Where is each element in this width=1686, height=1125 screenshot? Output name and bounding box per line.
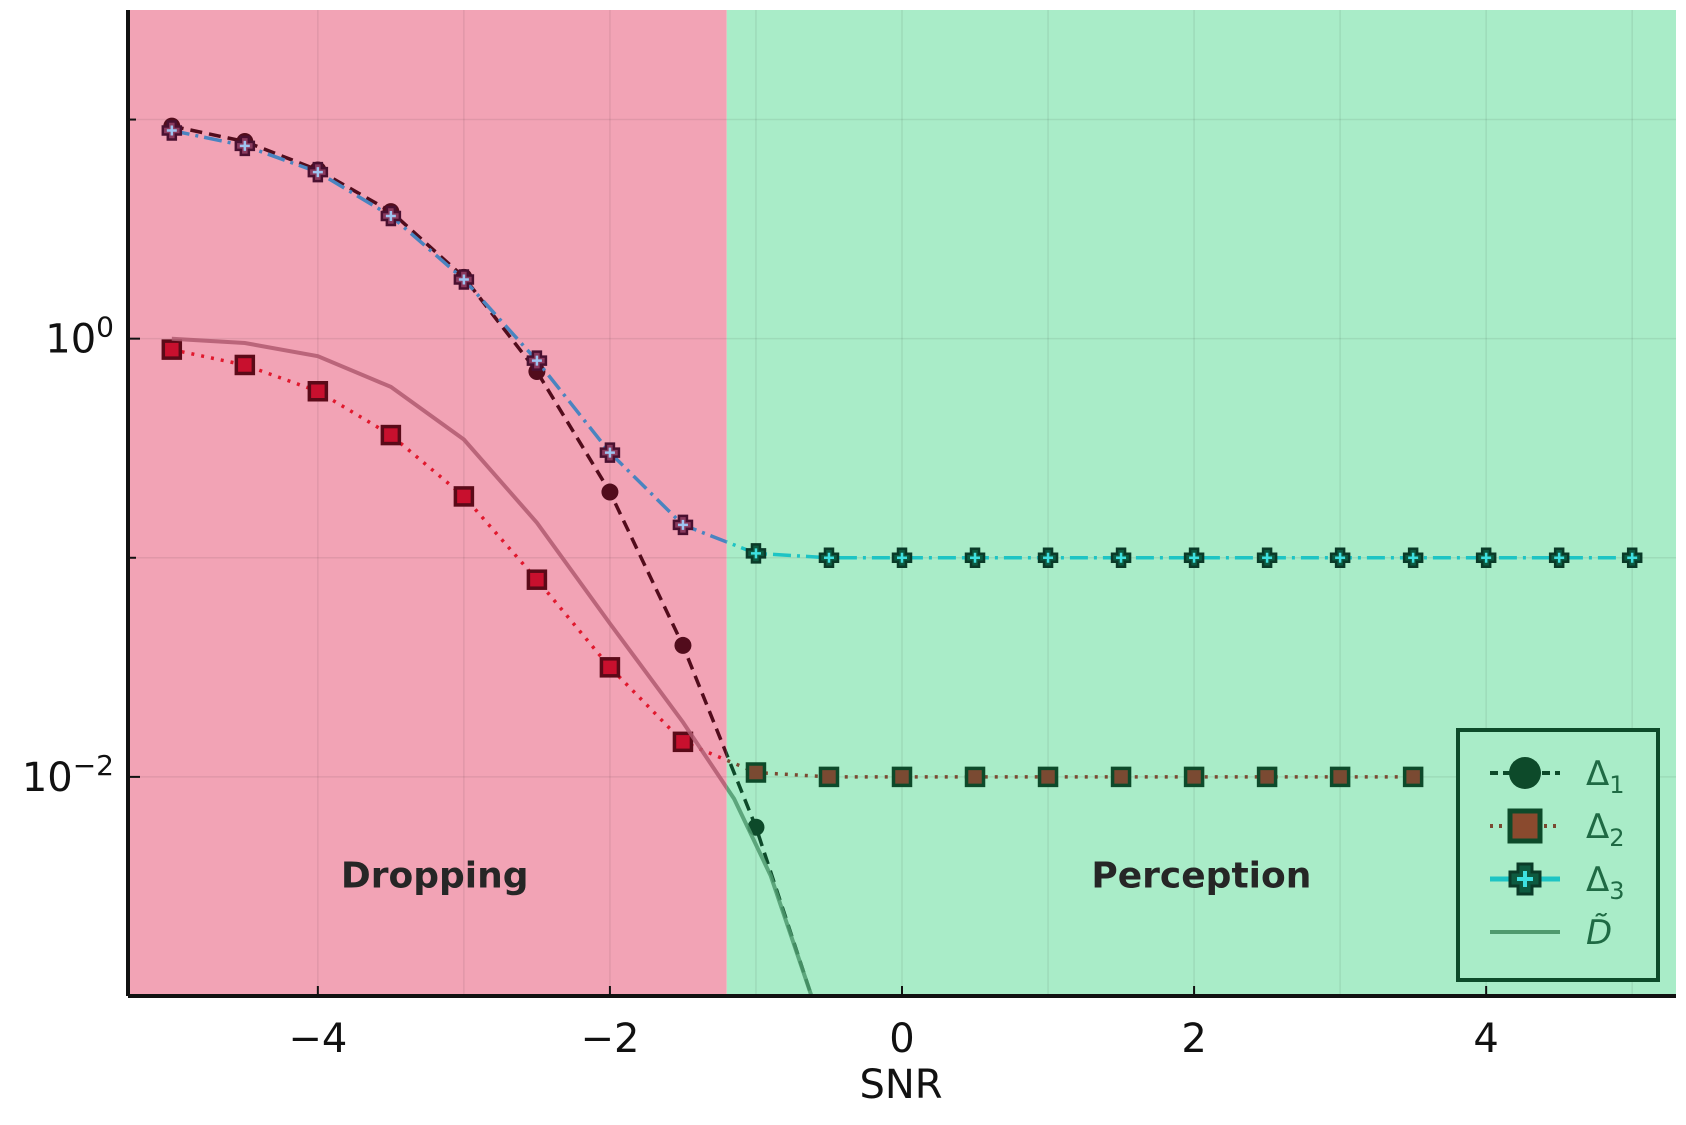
marker-delta3-inner [604, 447, 615, 458]
legend-marker-circle [1509, 757, 1541, 789]
tick-labels: −4 −2 0 2 4 100 10−2 [22, 118, 1499, 1062]
marker-delta2 [526, 569, 548, 590]
y-tick-label: 10−2 [22, 749, 114, 801]
x-tick-label: 2 [1181, 1016, 1206, 1062]
marker-delta2 [1037, 766, 1059, 788]
marker-delta3-inner [1408, 552, 1419, 563]
marker-delta3-inner [166, 125, 177, 136]
marker-delta3-inner [1189, 552, 1200, 563]
legend-marker-square [1507, 808, 1543, 844]
marker-delta3-inner [385, 210, 396, 221]
marker-delta3-inner [1043, 552, 1054, 563]
marker-delta3-inner [239, 140, 250, 151]
series-line-4 [726, 784, 814, 996]
marker-delta3-inner [823, 552, 834, 563]
background-regions [128, 10, 1676, 996]
marker-delta2 [964, 766, 986, 788]
marker-delta2 [307, 381, 329, 402]
legend-label-1: Δ1 [1586, 754, 1625, 799]
marker-delta3-inner [531, 355, 542, 366]
marker-delta1 [674, 636, 692, 654]
legend-marker-cross-inner [1517, 871, 1533, 887]
series-line-3 [171, 128, 727, 544]
marker-delta2 [672, 731, 694, 753]
marker-delta3-inner [458, 274, 469, 285]
marker-delta3-inner [312, 167, 323, 178]
x-tick-label: 4 [1473, 1016, 1498, 1062]
series-line-4 [171, 336, 727, 792]
legend-label-2: Δ2 [1586, 807, 1625, 852]
region-label-perception: Perception [1091, 855, 1311, 896]
marker-delta3-inner [677, 519, 688, 530]
region-dropping [128, 10, 727, 996]
marker-delta2 [161, 339, 183, 360]
marker-delta2 [891, 766, 913, 788]
marker-delta3-inner [1627, 552, 1638, 563]
x-tick-label: 0 [889, 1016, 914, 1062]
legend: Δ1 Δ2 Δ3 D̃ [1456, 728, 1660, 982]
marker-delta2 [818, 766, 840, 788]
x-tick-label: −2 [580, 1016, 639, 1062]
marker-delta1 [601, 483, 619, 501]
marker-delta3-inner [897, 552, 907, 563]
marker-delta3-inner [1116, 552, 1127, 563]
marker-delta2 [1329, 766, 1351, 788]
legend-label-3: Δ3 [1586, 860, 1625, 905]
x-tick-label: −4 [288, 1016, 347, 1062]
marker-delta3-inner [1554, 552, 1565, 563]
grid-lines [128, 10, 1676, 996]
marker-delta3-inner [970, 552, 981, 563]
marker-delta2 [745, 762, 767, 783]
series-layer [161, 117, 1643, 996]
x-axis-title: SNR [859, 1062, 942, 1108]
region-label-dropping: Dropping [341, 855, 529, 896]
marker-delta3-inner [1262, 552, 1273, 563]
series-line-1 [171, 124, 727, 760]
marker-delta2 [1256, 766, 1278, 788]
marker-delta2 [380, 424, 402, 446]
marker-delta2 [1110, 766, 1132, 788]
marker-delta2 [1183, 766, 1205, 788]
marker-delta3-inner [1481, 552, 1492, 563]
marker-delta2 [234, 354, 256, 376]
legend-box [1456, 728, 1660, 982]
marker-delta2 [599, 657, 621, 678]
marker-delta2 [1402, 766, 1424, 788]
series-line-2 [726, 758, 1414, 779]
marker-delta3-inner [1335, 552, 1346, 563]
legend-label-4: D̃ [1586, 913, 1612, 953]
marker-delta3-inner [750, 548, 761, 559]
y-tick-label: 100 [45, 311, 114, 363]
region-labels: Dropping Perception [341, 855, 1312, 896]
marker-delta2 [453, 486, 475, 507]
